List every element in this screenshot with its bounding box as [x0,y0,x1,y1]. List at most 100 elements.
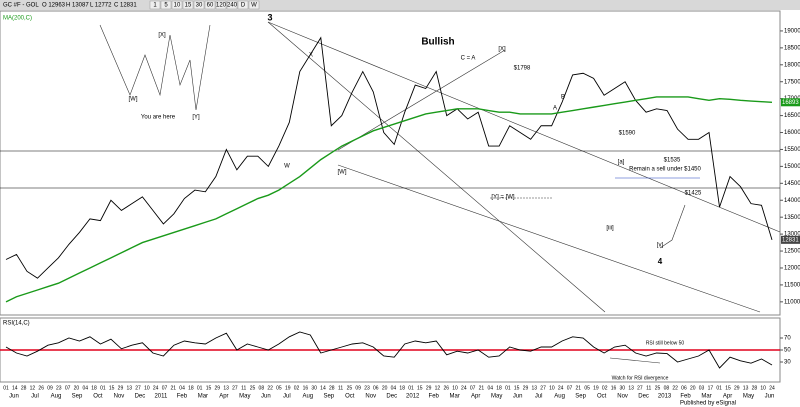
x-tick-label: Sep [72,394,83,400]
x-day-label: 18 [399,385,405,391]
interval-button [248,0,260,10]
x-day-label: 18 [188,385,194,391]
interval-button [193,0,205,10]
interval-button-label[interactable]: 1 [153,3,157,9]
toolbar [0,0,800,10]
y-tick-label: 15000 [784,164,800,170]
x-day-label: 29 [215,385,221,391]
x-day-label: 07 [470,385,476,391]
x-day-label: 03 [699,385,705,391]
x-day-label: 21 [479,385,485,391]
x-day-label: 18 [496,385,502,391]
x-tick-label: Feb [429,394,440,400]
legend-entry: MA(200,C) [3,16,32,22]
annotation: [v] [657,243,664,249]
x-tick-label: Jun [261,394,271,400]
x-day-label: 29 [523,385,529,391]
x-day-label: 18 [91,385,97,391]
interval-button-label[interactable]: 120 [216,3,227,9]
x-day-label: 04 [179,385,185,391]
x-tick-label: Nov [617,394,628,400]
x-day-label: 11 [646,385,651,391]
y-tick-label: 16500 [784,113,800,119]
ohlc-label: C 12831 [114,3,137,9]
x-day-label: 19 [285,385,291,391]
annotation: A [553,106,557,112]
x-tick-label: Sep [323,394,334,400]
x-day-label: 01 [716,385,722,391]
interval-button-label[interactable]: D [241,3,246,9]
series-line [5,331,773,369]
x-tick-label: Apr [219,394,228,400]
interval-button-label[interactable]: 5 [164,3,168,9]
y-tick-label: 13500 [784,215,800,221]
x-day-label: 08 [664,385,670,391]
x-day-label: 11 [338,385,343,391]
x-day-label: 24 [558,385,564,391]
annotation: $1590 [619,131,636,137]
x-tick-label: 2011 [154,394,168,400]
interval-button-label[interactable]: 240 [227,3,238,9]
x-day-label: 09 [47,385,53,391]
x-tick-label: Oct [345,394,355,400]
x-day-label: 08 [259,385,265,391]
x-day-label: 20 [690,385,696,391]
x-day-label: 14 [320,385,326,391]
x-day-label: 02 [294,385,300,391]
x-tick-label: 2013 [658,394,672,400]
annotation: Watch for RSI divergence [612,375,669,381]
annotation: C = A [461,56,476,62]
x-day-label: 26 [443,385,449,391]
x-day-label: 15 [206,385,212,391]
x-day-label: 20 [382,385,388,391]
y-tick-label: 19000 [784,29,800,35]
x-day-label: 07 [162,385,168,391]
price-panel [0,10,781,316]
x-tick-label: Mar [198,394,208,400]
x-day-label: 05 [584,385,590,391]
annotation: Remain a sell under $1450 [629,167,701,173]
x-day-label: 01 [197,385,203,391]
y-tick-label: 50 [784,348,791,354]
x-day-label: 04 [487,385,493,391]
annotation: [Y] [192,115,200,121]
x-tick-label: Sep [575,394,586,400]
x-day-label: 04 [82,385,88,391]
x-day-label: 16 [303,385,309,391]
ohlc-label: L 12772 [90,3,112,9]
series-line [5,96,773,303]
x-tick-label: Jul [535,394,543,400]
x-day-label: 25 [655,385,661,391]
x-tick-label: Dec [386,394,397,400]
x-day-label: 28 [21,385,27,391]
x-day-label: 29 [734,385,740,391]
x-tick-label: Mar [701,394,711,400]
interval-button-label[interactable]: W [251,3,257,9]
x-day-label: 27 [637,385,643,391]
interval-button-label[interactable]: 15 [185,3,192,9]
x-day-label: 13 [126,385,132,391]
y-tick-label: 18500 [784,45,800,51]
interval-button [149,0,161,10]
x-tick-label: Oct [597,394,607,400]
x-day-label: 17 [708,385,714,391]
x-day-label: 15 [109,385,115,391]
annotation: [X] [498,47,506,53]
x-tick-label: May [743,394,754,400]
x-day-label: 13 [223,385,229,391]
y-tick-label: 70 [784,336,791,342]
interval-button-label[interactable]: 30 [196,3,203,9]
interval-button [160,0,172,10]
annotation: Bullish [421,37,454,48]
x-tick-label: Apr [723,394,732,400]
x-tick-label: Apr [471,394,480,400]
interval-button [226,0,238,10]
x-day-label: 19 [593,385,599,391]
x-tick-label: Oct [93,394,103,400]
x-day-label: 28 [752,385,758,391]
interval-button-label[interactable]: 10 [174,3,181,9]
x-day-label: 24 [153,385,159,391]
x-day-label: 22 [672,385,678,391]
interval-button-label[interactable]: 60 [207,3,214,9]
